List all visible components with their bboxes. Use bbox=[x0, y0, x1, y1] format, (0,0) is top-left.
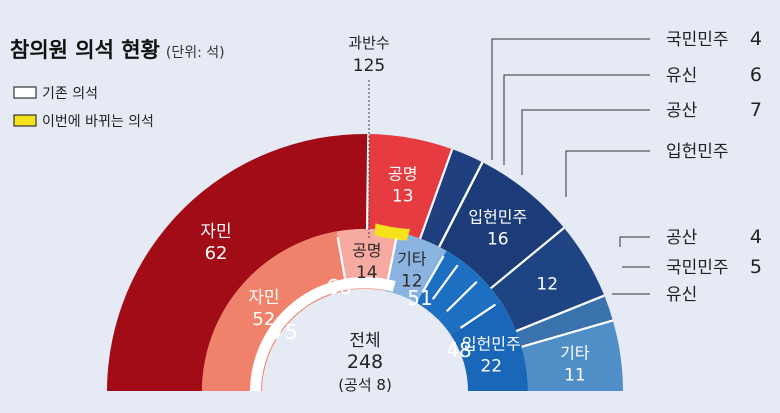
segment-value-label: 52 bbox=[252, 309, 275, 330]
outer-opposition-total: 48 bbox=[446, 338, 471, 362]
outer-segment-5 bbox=[490, 227, 605, 332]
segment-value-label: 16 bbox=[487, 230, 509, 250]
callout-name: 공산 bbox=[666, 101, 698, 121]
segment-value-label: 22 bbox=[480, 357, 502, 377]
outer-segment-6 bbox=[516, 295, 613, 347]
segment-value-label: 14 bbox=[356, 263, 378, 283]
existing-seat-band bbox=[250, 276, 396, 392]
callout-name: 국민민주 bbox=[666, 258, 729, 278]
callout-name: 입헌민주 bbox=[666, 142, 729, 162]
segment-value-label: 12 bbox=[401, 272, 423, 292]
inner-opposition-total: 51 bbox=[407, 286, 432, 310]
inner-segment-4 bbox=[425, 260, 482, 320]
callout-name: 유신 bbox=[666, 285, 697, 305]
outer-segment-2 bbox=[420, 149, 483, 247]
outer-separator bbox=[490, 227, 565, 290]
callout-value: 4 bbox=[750, 226, 762, 248]
unit-note: (단위: 석) bbox=[166, 45, 225, 61]
outer-separator bbox=[365, 134, 370, 230]
callout-value: 5 bbox=[750, 256, 762, 278]
segment-name-label: 기타 bbox=[560, 343, 590, 362]
segment-name-label: 공명 bbox=[388, 164, 417, 183]
inner-separator bbox=[421, 255, 445, 293]
changing-seat-band bbox=[374, 223, 411, 241]
segment-name-label: 자민 bbox=[248, 288, 279, 308]
inner-segment-3 bbox=[416, 250, 462, 309]
outer-separator bbox=[438, 161, 484, 248]
callout-name: 공산 bbox=[666, 228, 698, 248]
callout-name: 국민민주 bbox=[666, 30, 729, 50]
inner-separator bbox=[446, 280, 478, 313]
outer-segment-0 bbox=[107, 134, 369, 392]
inner-separator bbox=[336, 237, 347, 279]
chart-title: 참의원 의석 현황 (단위: 석) bbox=[10, 38, 225, 62]
total-label: 전체 bbox=[349, 331, 380, 351]
segment-name-label: 입헌민주 bbox=[462, 335, 521, 354]
segment-value-label: 12 bbox=[536, 275, 558, 295]
legend-swatch-changing bbox=[13, 114, 37, 127]
segment-value-label: 62 bbox=[205, 243, 228, 264]
segment-name-label: 기타 bbox=[397, 250, 427, 269]
segment-name-label: 공명 bbox=[352, 241, 381, 260]
inner-separator bbox=[459, 303, 497, 329]
total-value: 248 bbox=[347, 351, 383, 373]
segment-name-label: 자민 bbox=[200, 222, 231, 242]
inner-ruling-total: 66 bbox=[326, 275, 351, 299]
inner-segment-5 bbox=[438, 277, 501, 335]
outer-separator bbox=[521, 319, 614, 348]
outer-separator bbox=[419, 148, 454, 239]
segment-value-label: 13 bbox=[392, 186, 414, 206]
inner-separator bbox=[431, 264, 459, 300]
callout-value: 7 bbox=[750, 99, 762, 121]
callout-leaders bbox=[491, 38, 650, 295]
outer-separator bbox=[515, 294, 605, 333]
outer-ruling-total: 75 bbox=[272, 320, 297, 344]
inner-segment-6 bbox=[450, 301, 528, 392]
outer-segment-1 bbox=[367, 134, 453, 239]
callout-value: 6 bbox=[750, 64, 762, 86]
segment-name-label: 입헌민주 bbox=[468, 208, 527, 227]
inner-segment-2 bbox=[385, 232, 447, 303]
legend-label-changing: 이번에 바뀌는 의석 bbox=[42, 114, 154, 130]
inner-separator bbox=[386, 237, 398, 280]
callout-value: 4 bbox=[750, 28, 762, 50]
majority-value: 125 bbox=[353, 56, 385, 76]
total-note: (공석 8) bbox=[338, 376, 392, 394]
rings bbox=[107, 134, 623, 392]
separators bbox=[107, 134, 623, 393]
inner-segment-0 bbox=[202, 231, 348, 392]
outer-segment-7 bbox=[521, 320, 623, 392]
legend-swatch-existing bbox=[13, 86, 37, 99]
legend-label-existing: 기존 의석 bbox=[42, 86, 98, 102]
outer-segment-4 bbox=[439, 162, 565, 289]
inner-segment-1 bbox=[336, 229, 398, 292]
callout-name: 유신 bbox=[666, 66, 697, 86]
majority-label: 과반수 bbox=[348, 34, 389, 52]
segment-value-label: 11 bbox=[564, 365, 586, 385]
